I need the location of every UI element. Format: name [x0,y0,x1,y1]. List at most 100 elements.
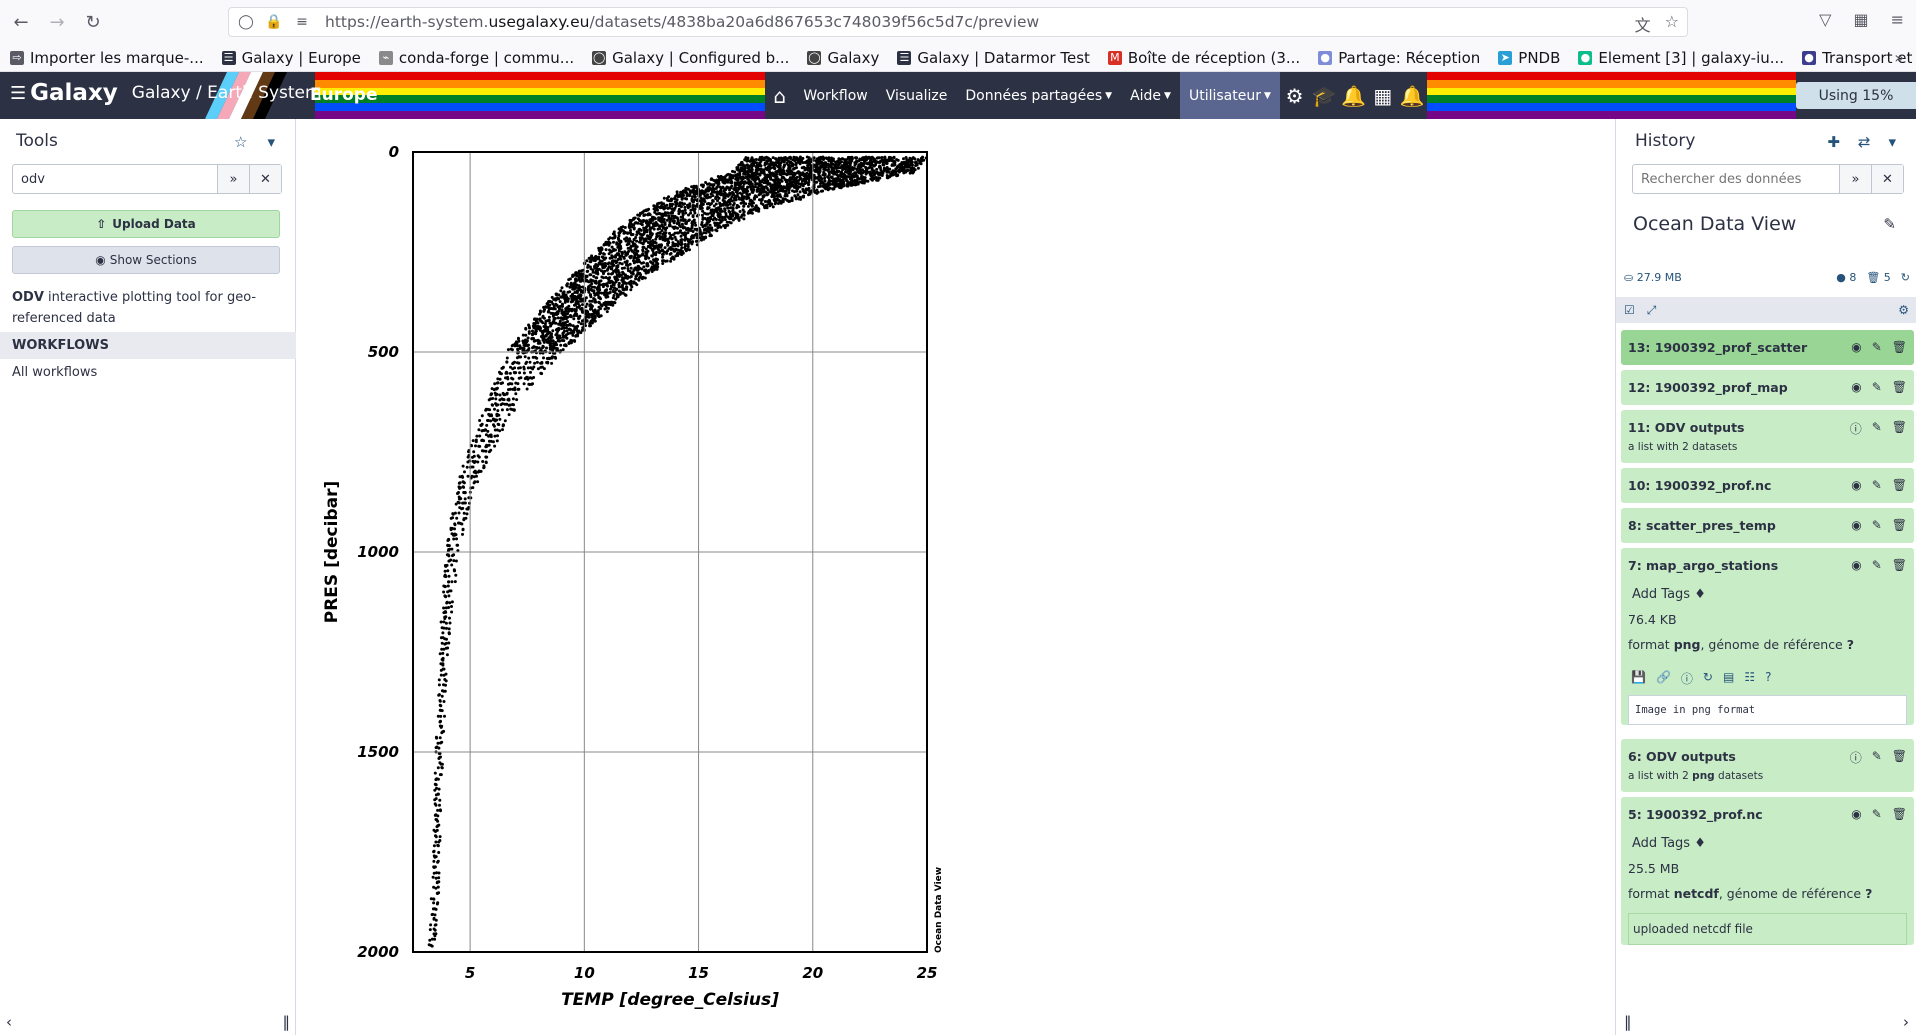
bookmark-star-icon[interactable]: ☆ [1664,12,1679,31]
shown-count[interactable]: ● 8 [1836,271,1856,284]
all-workflows-link[interactable]: All workflows [12,365,98,380]
dataset-title[interactable]: 5: 1900392_prof.nc [1628,807,1763,822]
advanced-search-icon[interactable]: » [217,165,249,193]
pencil-icon[interactable]: ✎ [1871,478,1882,492]
visualize-chart-icon[interactable]: ▤ [1722,670,1735,684]
trash-icon[interactable]: 🗑 [1891,478,1907,492]
dataset-title[interactable]: 7: map_argo_stations [1628,558,1779,573]
related-sitemap-icon[interactable]: ☷ [1744,670,1756,684]
clear-search-icon[interactable]: ✕ [249,165,281,193]
dataset-title[interactable]: 13: 1900392_prof_scatter [1628,340,1808,355]
trash-icon[interactable]: 🗑 [1891,380,1907,394]
nav-help[interactable]: Aide ▼ [1121,72,1180,119]
trash-icon[interactable]: 🗑 [1891,807,1907,821]
bookmark-item[interactable]: ☰ Galaxy | Europe [221,49,361,67]
link-icon[interactable]: 🔗 [1655,670,1671,684]
pencil-icon[interactable]: ✎ [1871,558,1882,572]
pencil-icon[interactable]: ✎ [1871,749,1882,763]
info-icon[interactable]: ⓘ [1849,422,1862,436]
dataset-item-8[interactable]: 8: scatter_pres_temp ◉ ✎ 🗑 [1621,508,1914,543]
favorites-star-icon[interactable]: ☆ [234,133,248,151]
save-icon[interactable]: 💾 [1631,670,1646,684]
pencil-icon[interactable]: ✎ [1871,340,1882,354]
history-search-input[interactable] [1633,165,1839,193]
more-bookmarks-icon[interactable]: » [1894,48,1904,67]
forward-icon[interactable]: → [49,11,65,33]
dataset-title[interactable]: 6: ODV outputs [1628,749,1736,764]
history-options-caret-icon[interactable]: ▾ [1888,133,1896,151]
resize-handle-icon[interactable]: ‖ [282,1013,291,1031]
bookmark-item[interactable]: ➤ PNDB [1498,49,1560,67]
refresh-icon[interactable]: ↻ [1900,271,1910,284]
panel-options-caret-icon[interactable]: ▾ [267,133,275,151]
nav-visualize[interactable]: Visualize [885,87,948,104]
trash-icon[interactable]: 🗑 [1891,749,1907,763]
dataset-item-11[interactable]: 11: ODV outputs ⓘ ✎ 🗑 a list with 2 datase… [1621,410,1914,463]
trash-icon[interactable]: 🗑 [1891,420,1907,434]
menu-icon[interactable]: ≡ [1890,10,1904,29]
upload-data-button[interactable]: ⇧ Upload Data [12,210,280,238]
reload-icon[interactable]: ↻ [85,11,101,33]
galaxy-brand[interactable]: ☰ Galaxy Galaxy / Earth System [10,80,322,106]
dataset-item-10[interactable]: 10: 1900392_prof.nc ◉ ✎ 🗑 [1621,468,1914,503]
pocket-icon[interactable]: ▽ [1819,10,1832,29]
deleted-count[interactable]: 🗑 5 [1866,271,1890,284]
eye-icon[interactable]: ◉ [1851,340,1862,354]
broadcast-bell-icon[interactable]: 🔔 [1399,83,1425,108]
nav-workflow[interactable]: Workflow [803,87,868,104]
bookmark-item[interactable]: ●Transport et héberge... [1802,49,1916,67]
bookmark-item[interactable]: ☰ Galaxy | Datarmor Test [897,49,1090,67]
pencil-icon[interactable]: ✎ [1871,420,1882,434]
url-text[interactable]: https://earth-system.usegalaxy.eu/datase… [325,13,1040,31]
collapse-left-icon[interactable]: ‹ [6,1013,12,1031]
eye-icon[interactable]: ◉ [1851,518,1862,532]
bookmark-item[interactable]: ◯ Galaxy | Configured b... [592,49,789,67]
bookmark-item[interactable]: ⇨ Importer les marque-... [10,49,204,67]
pencil-icon[interactable]: ✎ [1871,380,1882,394]
add-tags[interactable]: Add Tags ♦ [1628,832,1907,861]
training-cap-icon[interactable]: 🎓 [1311,83,1337,108]
dataset-title[interactable]: 11: ODV outputs [1628,420,1745,435]
dataset-title[interactable]: 8: scatter_pres_temp [1628,518,1776,533]
dataset-item-13[interactable]: 13: 1900392_prof_scatter ◉ ✎ 🗑 [1621,330,1914,365]
edit-history-pencil-icon[interactable]: ✎ [1883,215,1896,233]
nav-shared-data[interactable]: Données partagées ▼ [956,72,1121,119]
apps-grid-icon[interactable]: ▦ [1373,83,1393,108]
bookmark-item[interactable]: M Boîte de réception (3... [1107,49,1300,67]
history-size[interactable]: 27.9 MB [1636,271,1682,284]
bookmark-item[interactable]: ⌁ conda-forge | commu... [378,49,574,67]
admin-cogs-icon[interactable]: ⚙ [1285,83,1304,108]
notifications-bell-icon[interactable]: 🔔 [1340,83,1366,108]
bookmark-item[interactable]: ◯ Galaxy [807,49,879,67]
pencil-icon[interactable]: ✎ [1871,807,1882,821]
trash-icon[interactable]: 🗑 [1891,558,1907,572]
collapse-expand-icon[interactable]: ⤢ [1646,302,1657,317]
history-settings-gear-icon[interactable]: ⚙ [1898,303,1909,317]
trash-icon[interactable]: 🗑 [1891,340,1907,354]
nav-user[interactable]: Utilisateur ▼ [1179,72,1280,119]
collapse-right-icon[interactable]: › [1903,1013,1909,1031]
add-tags[interactable]: Add Tags ♦ [1628,583,1907,612]
new-history-plus-icon[interactable]: ✚ [1827,133,1840,151]
pencil-icon[interactable]: ✎ [1871,518,1882,532]
quota-meter[interactable]: Using 15% [1796,82,1916,109]
tool-search-input[interactable] [13,165,217,193]
info-icon[interactable]: ⓘ [1849,751,1862,765]
dataset-item-5[interactable]: 5: 1900392_prof.nc ◉ ✎ 🗑 Add Tags ♦ 25.5 M… [1621,797,1914,945]
history-advanced-search-icon[interactable]: » [1839,165,1871,193]
trash-icon[interactable]: 🗑 [1891,518,1907,532]
rerun-icon[interactable]: ↻ [1702,670,1713,684]
history-clear-search-icon[interactable]: ✕ [1871,165,1903,193]
resize-handle-icon[interactable]: ‖ [1624,1013,1632,1031]
tool-odv[interactable]: ODV interactive plotting tool for geo-re… [12,287,282,329]
genome-value[interactable]: ? [1846,637,1854,652]
switch-history-icon[interactable]: ⇄ [1857,133,1871,151]
eye-icon[interactable]: ◉ [1851,478,1862,492]
dataset-item-6[interactable]: 6: ODV outputs ⓘ ✎ 🗑 a list with 2 png dat… [1621,739,1914,792]
extensions-icon[interactable]: ▦ [1853,10,1869,29]
translate-icon[interactable]: 文 [1634,16,1651,35]
dataset-item-7[interactable]: 7: map_argo_stations ◉ ✎ 🗑 Add Tags ♦ 76.4… [1621,548,1914,725]
home-icon[interactable]: ⌂ [773,83,787,108]
help-question-icon[interactable]: ? [1765,670,1772,684]
eye-icon[interactable]: ◉ [1851,807,1862,821]
